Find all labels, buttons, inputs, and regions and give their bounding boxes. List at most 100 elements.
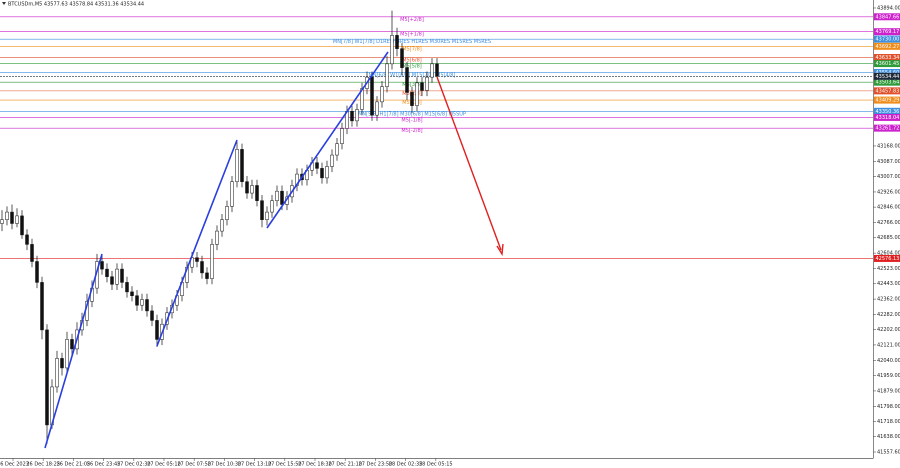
- level-name: M5[+1/8]: [400, 32, 424, 38]
- y-tick-label: 42443.00: [877, 281, 900, 287]
- y-tick-label: 42766.00: [877, 220, 900, 226]
- x-tick-label: 26 Dec 23:45: [87, 462, 121, 468]
- candle-body: [130, 291, 134, 296]
- level-name: M5[3/8]: [402, 82, 421, 88]
- level-price-box: [874, 13, 900, 21]
- candle-body: [135, 295, 139, 306]
- y-tick-label: 42121.00: [877, 342, 900, 348]
- candle-body: [420, 82, 424, 91]
- candle-body: [195, 257, 199, 262]
- candle-body: [45, 329, 49, 426]
- level-price-box: [874, 113, 900, 121]
- y-tick-label: 41638.00: [877, 434, 900, 440]
- candle-body: [355, 109, 359, 122]
- candle-body: [210, 244, 214, 279]
- candle-body: [255, 185, 259, 201]
- trend-line: [156, 139, 238, 347]
- candle-body: [325, 166, 329, 179]
- candle-body: [375, 101, 379, 116]
- y-tick-label: 41557.60: [877, 449, 900, 455]
- y-tick-label: 42282.00: [877, 312, 900, 318]
- candle-body: [270, 200, 274, 213]
- candle-body: [65, 339, 69, 369]
- level-price-box: [874, 68, 900, 76]
- candle-body: [20, 215, 24, 236]
- level-price-box: [874, 35, 900, 43]
- trend-line: [266, 51, 389, 229]
- level-price-box: [874, 254, 900, 262]
- candle-body: [105, 268, 109, 277]
- level-price-box: [874, 60, 900, 68]
- level-price-label: 43730.00: [876, 37, 900, 43]
- forecast-arrow: [436, 76, 502, 251]
- y-tick-label: 43894.00: [877, 5, 900, 11]
- candle-body: [390, 35, 394, 65]
- level-name: M5[+2/8]: [400, 17, 424, 23]
- candle-body: [240, 149, 244, 182]
- y-tick-label: 42202.00: [877, 327, 900, 333]
- level-price-label: 43318.04: [876, 115, 900, 121]
- candles: [0, 10, 439, 444]
- chart-title: BTCUSDm,M5 43577.63 43578.84 43531.36 43…: [8, 2, 144, 8]
- level-price-box: [874, 96, 900, 104]
- candle-body: [125, 282, 129, 293]
- candle-body: [280, 190, 284, 205]
- candle-body: [200, 261, 204, 274]
- level-price-label: 43350.36: [876, 109, 900, 115]
- x-tick-label: 27 Dec 02:30: [117, 462, 151, 468]
- level-price-label: 43534.44: [876, 74, 900, 80]
- candle-body: [425, 76, 429, 91]
- annotations: [44, 51, 504, 449]
- level-price-box: [874, 87, 900, 95]
- arrow-head: [496, 243, 504, 257]
- y-tick-label: 41959.00: [877, 373, 900, 379]
- y-tick-label: 43168.00: [877, 143, 900, 149]
- candle-body: [430, 63, 434, 78]
- level-price-label: 43633.34: [876, 55, 900, 61]
- axis: 43894.00 43168.00 43087.00 43007.00 42926.00…: [0, 5, 900, 468]
- candle-body: [55, 358, 59, 388]
- candle-body: [0, 219, 4, 224]
- candle-body: [410, 92, 414, 106]
- level-name: M5[-2/8]: [401, 128, 422, 134]
- level-price-label: 43261.72: [876, 126, 900, 132]
- trend-line: [44, 253, 103, 449]
- candle-body: [245, 181, 249, 194]
- level-price-box: [874, 124, 900, 132]
- candle-body: [205, 272, 209, 279]
- menu-arrow[interactable]: [2, 2, 6, 5]
- level-price-box: [874, 107, 900, 115]
- y-tick-label: 43087.00: [877, 159, 900, 165]
- x-tick-label: 27 Dec 05:10: [147, 462, 181, 468]
- candle-body: [120, 268, 124, 283]
- x-tick-label: 27 Dec 07:50: [177, 462, 211, 468]
- candle-body: [110, 276, 114, 285]
- candle-body: [400, 48, 404, 68]
- candle-body: [415, 82, 419, 106]
- y-tick-label: 42523.00: [877, 266, 900, 272]
- candle-body: [320, 168, 324, 179]
- candle-body: [315, 162, 319, 169]
- candle-body: [250, 185, 254, 194]
- candle-body: [215, 230, 219, 245]
- candle-body: [380, 86, 384, 103]
- candle-body: [220, 219, 224, 232]
- level-price-box: [874, 42, 900, 50]
- x-tick-label: 27 Dec 18:30: [298, 462, 332, 468]
- candle-body: [340, 128, 344, 144]
- candle-body: [405, 67, 409, 93]
- level-name: M5[6/8]: [402, 58, 421, 64]
- candle-body: [330, 154, 334, 167]
- y-tick-label: 42040.00: [877, 358, 900, 364]
- y-tick-label: 42685.00: [877, 235, 900, 241]
- y-tick-label: 41718.00: [877, 419, 900, 425]
- candle-body: [385, 63, 389, 87]
- candle-body: [30, 244, 34, 262]
- candle-body: [115, 268, 119, 285]
- y-tick-label: 42362.00: [877, 297, 900, 303]
- candle-body: [370, 76, 374, 116]
- candle-body: [235, 149, 239, 182]
- candle-body: [230, 181, 234, 207]
- candle-body: [260, 200, 264, 220]
